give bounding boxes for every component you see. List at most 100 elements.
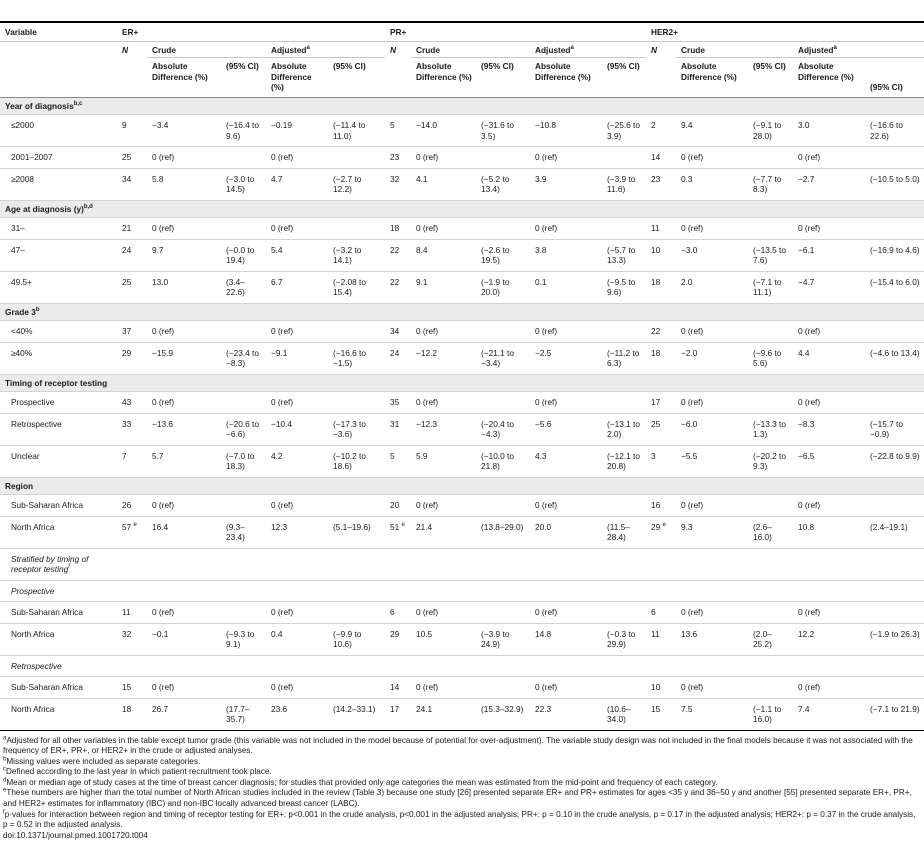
table-cell: (−15.7 to −0.9) [865,413,924,445]
table-cell: 0 (ref) [147,495,221,517]
table-cell: 9 [117,115,147,147]
table-cell: 0.1 [530,271,602,303]
table-cell: 16.4 [147,516,221,548]
table-cell: (2.6–16.0) [748,516,793,548]
row-label: ≥40% [0,342,117,374]
table-cell: 14.8 [530,623,602,655]
table-cell [602,218,646,240]
table-cell: (−7.1 to 11.1) [748,271,793,303]
subhead-row: Prospective [0,580,924,602]
table-cell: −0.19 [266,115,328,147]
table-cell: 0 (ref) [147,147,221,169]
table-cell: −10.4 [266,413,328,445]
table-cell: 6 [385,602,411,624]
table-cell: 29 e [646,516,676,548]
table-cell: (−9.9 to 10.6) [328,623,385,655]
table-cell: 0 (ref) [676,147,748,169]
table-cell: −10.8 [530,115,602,147]
table-cell: 8.4 [411,239,476,271]
table-cell: (−0.3 to 29.9) [602,623,646,655]
row-label: Unclear [0,445,117,477]
table-cell: 13.0 [147,271,221,303]
table-cell: 22 [646,321,676,343]
table-cell: 0 (ref) [530,321,602,343]
table-cell [748,602,793,624]
table-cell: 6.7 [266,271,328,303]
section-label: Year of diagnosisb,c [0,97,924,115]
table-cell: 0 (ref) [411,602,476,624]
section-label: Grade 3b [0,303,924,321]
table-cell: 9.4 [676,115,748,147]
table-cell: 7.4 [793,698,865,730]
table-cell: (−2.6 to 19.5) [476,239,530,271]
table-cell: 32 [117,623,147,655]
table-cell: 0 (ref) [266,602,328,624]
n-header: N [385,41,411,58]
table-cell: 0 (ref) [793,602,865,624]
table-cell [748,321,793,343]
table-cell: 57 e [117,516,147,548]
table-cell: (−31.6 to 3.5) [476,115,530,147]
table-cell: −9.1 [266,342,328,374]
table-cell: 0 (ref) [147,392,221,414]
n-header: N [117,41,147,58]
table-cell: 23.6 [266,698,328,730]
table-cell: 11 [117,602,147,624]
adjusted-header: Adjusteda [530,41,646,58]
footnotes: aAdjusted for all other variables in the… [0,731,924,841]
table-cell: 0 (ref) [530,218,602,240]
variable-column-header: Variable [0,23,117,41]
group-header-her2: HER2+ [646,23,924,41]
table-cell: 32 [385,168,411,200]
table-cell: (5.1–19.6) [328,516,385,548]
table-cell: 18 [117,698,147,730]
table-cell: 0 (ref) [266,147,328,169]
ci-header: (95% CI) [221,58,266,98]
table-cell [865,321,924,343]
table-cell: 10 [646,677,676,699]
table-cell: 0 (ref) [676,392,748,414]
table-cell: −12.3 [411,413,476,445]
table-cell [328,392,385,414]
table-cell: 7.5 [676,698,748,730]
table-cell: −6.1 [793,239,865,271]
section-row: Region [0,477,924,495]
table-cell: 3.8 [530,239,602,271]
abs-diff-header: Absolute Difference (%) [147,58,221,98]
table-cell: 11 [646,623,676,655]
row-label: North Africa [0,698,117,730]
table-cell [865,495,924,517]
table-cell: 3.0 [793,115,865,147]
adjusted-header: Adjusteda [266,41,385,58]
table-cell: 4.7 [266,168,328,200]
table-cell: 29 [117,342,147,374]
table-cell: −2.5 [530,342,602,374]
table-cell [602,321,646,343]
table-cell [476,602,530,624]
table-cell: 0 (ref) [266,218,328,240]
table-cell: (−20.2 to 9.3) [748,445,793,477]
table-cell: (−16.9 to 4.6) [865,239,924,271]
row-label: Sub-Saharan Africa [0,602,117,624]
table-cell: 0 (ref) [266,495,328,517]
table-cell [602,677,646,699]
table-cell: 10.8 [793,516,865,548]
table-cell: −6.5 [793,445,865,477]
crude-header: Crude [411,41,530,58]
table-cell: 10.5 [411,623,476,655]
table-cell [602,147,646,169]
table-cell [221,147,266,169]
table-cell [748,495,793,517]
table-cell [221,392,266,414]
row-label: <40% [0,321,117,343]
table-cell: 0 (ref) [793,218,865,240]
table-cell: (−9.5 to 9.6) [602,271,646,303]
